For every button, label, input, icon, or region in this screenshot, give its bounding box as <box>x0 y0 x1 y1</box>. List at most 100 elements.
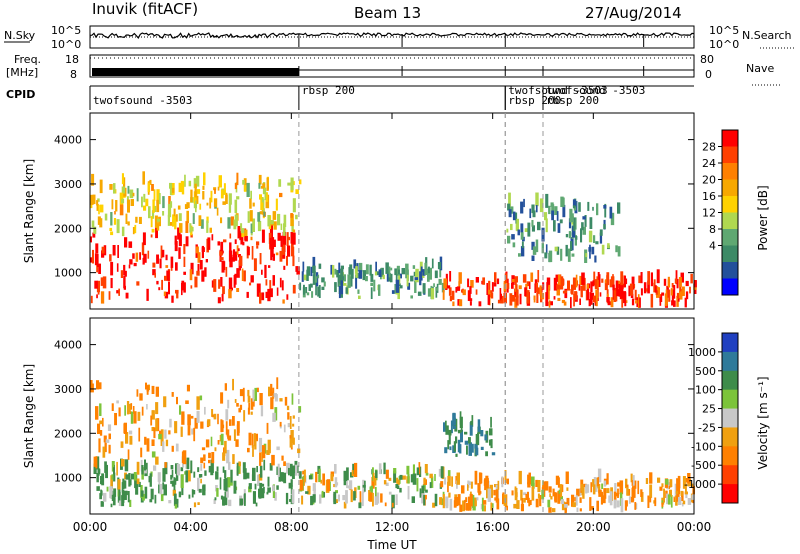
data-cell <box>354 462 358 477</box>
data-cell <box>659 294 663 302</box>
data-cell <box>509 293 513 306</box>
data-cell <box>205 439 210 448</box>
data-cell <box>685 483 687 494</box>
data-cell <box>113 218 117 225</box>
data-cell <box>590 281 593 293</box>
data-cell <box>188 470 191 482</box>
data-cell <box>571 213 574 223</box>
colorbar-tick-label: 20 <box>702 174 716 187</box>
data-cell <box>682 476 686 489</box>
colorbar-tick-label: 12 <box>702 207 716 220</box>
data-cell <box>593 271 596 286</box>
data-cell <box>338 285 341 299</box>
data-cell <box>180 467 184 472</box>
data-cell <box>692 499 694 504</box>
data-cell <box>181 181 185 195</box>
data-cell <box>564 288 568 299</box>
data-cell <box>580 285 583 298</box>
data-cell <box>213 413 217 420</box>
data-cell <box>343 274 346 282</box>
data-cell <box>250 223 253 234</box>
data-cell <box>591 246 595 255</box>
data-cell <box>175 214 178 222</box>
data-cell <box>601 278 604 283</box>
data-cell <box>335 490 338 494</box>
data-cell <box>682 500 686 505</box>
data-cell <box>99 430 103 436</box>
data-cell <box>197 502 200 505</box>
data-cell <box>677 298 680 302</box>
data-cell <box>161 279 163 290</box>
data-cell <box>603 495 606 504</box>
y-tick-label: 3000 <box>54 178 82 191</box>
colorbar-segment <box>722 465 738 485</box>
data-cell <box>506 505 508 511</box>
data-cell <box>98 382 102 390</box>
data-cell <box>221 293 224 302</box>
data-cell <box>461 289 463 293</box>
data-cell <box>127 491 130 503</box>
data-cell <box>246 291 249 298</box>
data-cell <box>396 485 400 489</box>
data-cell <box>250 275 254 283</box>
data-cell <box>458 272 462 284</box>
y-tick-label: 4000 <box>54 339 82 352</box>
data-cell <box>474 443 478 449</box>
data-cell <box>579 298 581 305</box>
data-cell <box>671 300 675 306</box>
data-cell <box>125 474 129 480</box>
data-cell <box>190 234 193 238</box>
data-cell <box>292 198 296 213</box>
data-cell <box>292 423 295 427</box>
data-cell <box>535 205 538 213</box>
data-cell <box>175 443 179 452</box>
data-cell <box>506 478 509 485</box>
data-cell <box>486 480 489 484</box>
data-cell <box>449 498 453 511</box>
data-cell <box>592 479 595 487</box>
data-cell <box>454 418 458 432</box>
data-cell <box>215 471 219 480</box>
data-cell <box>390 267 393 271</box>
data-cell <box>109 486 113 499</box>
data-cell <box>270 288 273 298</box>
data-cell <box>620 271 624 286</box>
data-cell <box>589 292 592 304</box>
data-cell <box>229 233 232 239</box>
data-cell <box>174 215 177 230</box>
data-cell <box>170 222 173 226</box>
data-cell <box>111 199 114 210</box>
data-cell <box>397 479 400 485</box>
data-cell <box>128 241 133 248</box>
data-cell <box>518 285 522 290</box>
data-cell <box>223 183 226 195</box>
data-cell <box>634 502 637 510</box>
data-cell <box>266 422 269 434</box>
data-cell <box>100 490 103 496</box>
data-cell <box>558 489 561 494</box>
data-cell <box>286 255 288 266</box>
data-cell <box>95 243 98 248</box>
data-cell <box>427 288 431 297</box>
x-tick-label: 04:00 <box>173 520 208 534</box>
power-data <box>90 171 697 308</box>
data-cell <box>517 229 520 236</box>
data-cell <box>100 291 105 304</box>
data-cell <box>421 490 425 504</box>
data-cell <box>573 217 576 232</box>
data-cell <box>253 258 257 271</box>
data-cell <box>185 400 189 404</box>
data-cell <box>621 298 624 308</box>
data-cell <box>557 223 561 233</box>
data-cell <box>93 226 97 234</box>
data-cell <box>200 463 203 471</box>
data-cell <box>603 488 607 499</box>
colorbar-tick-label: 8 <box>709 223 716 236</box>
data-cell <box>217 440 220 445</box>
data-cell <box>599 292 602 297</box>
colorbar-segment <box>722 229 738 246</box>
data-cell <box>445 425 449 435</box>
colorbar-segment <box>722 278 738 296</box>
data-cell <box>334 477 338 488</box>
data-cell <box>210 469 214 476</box>
